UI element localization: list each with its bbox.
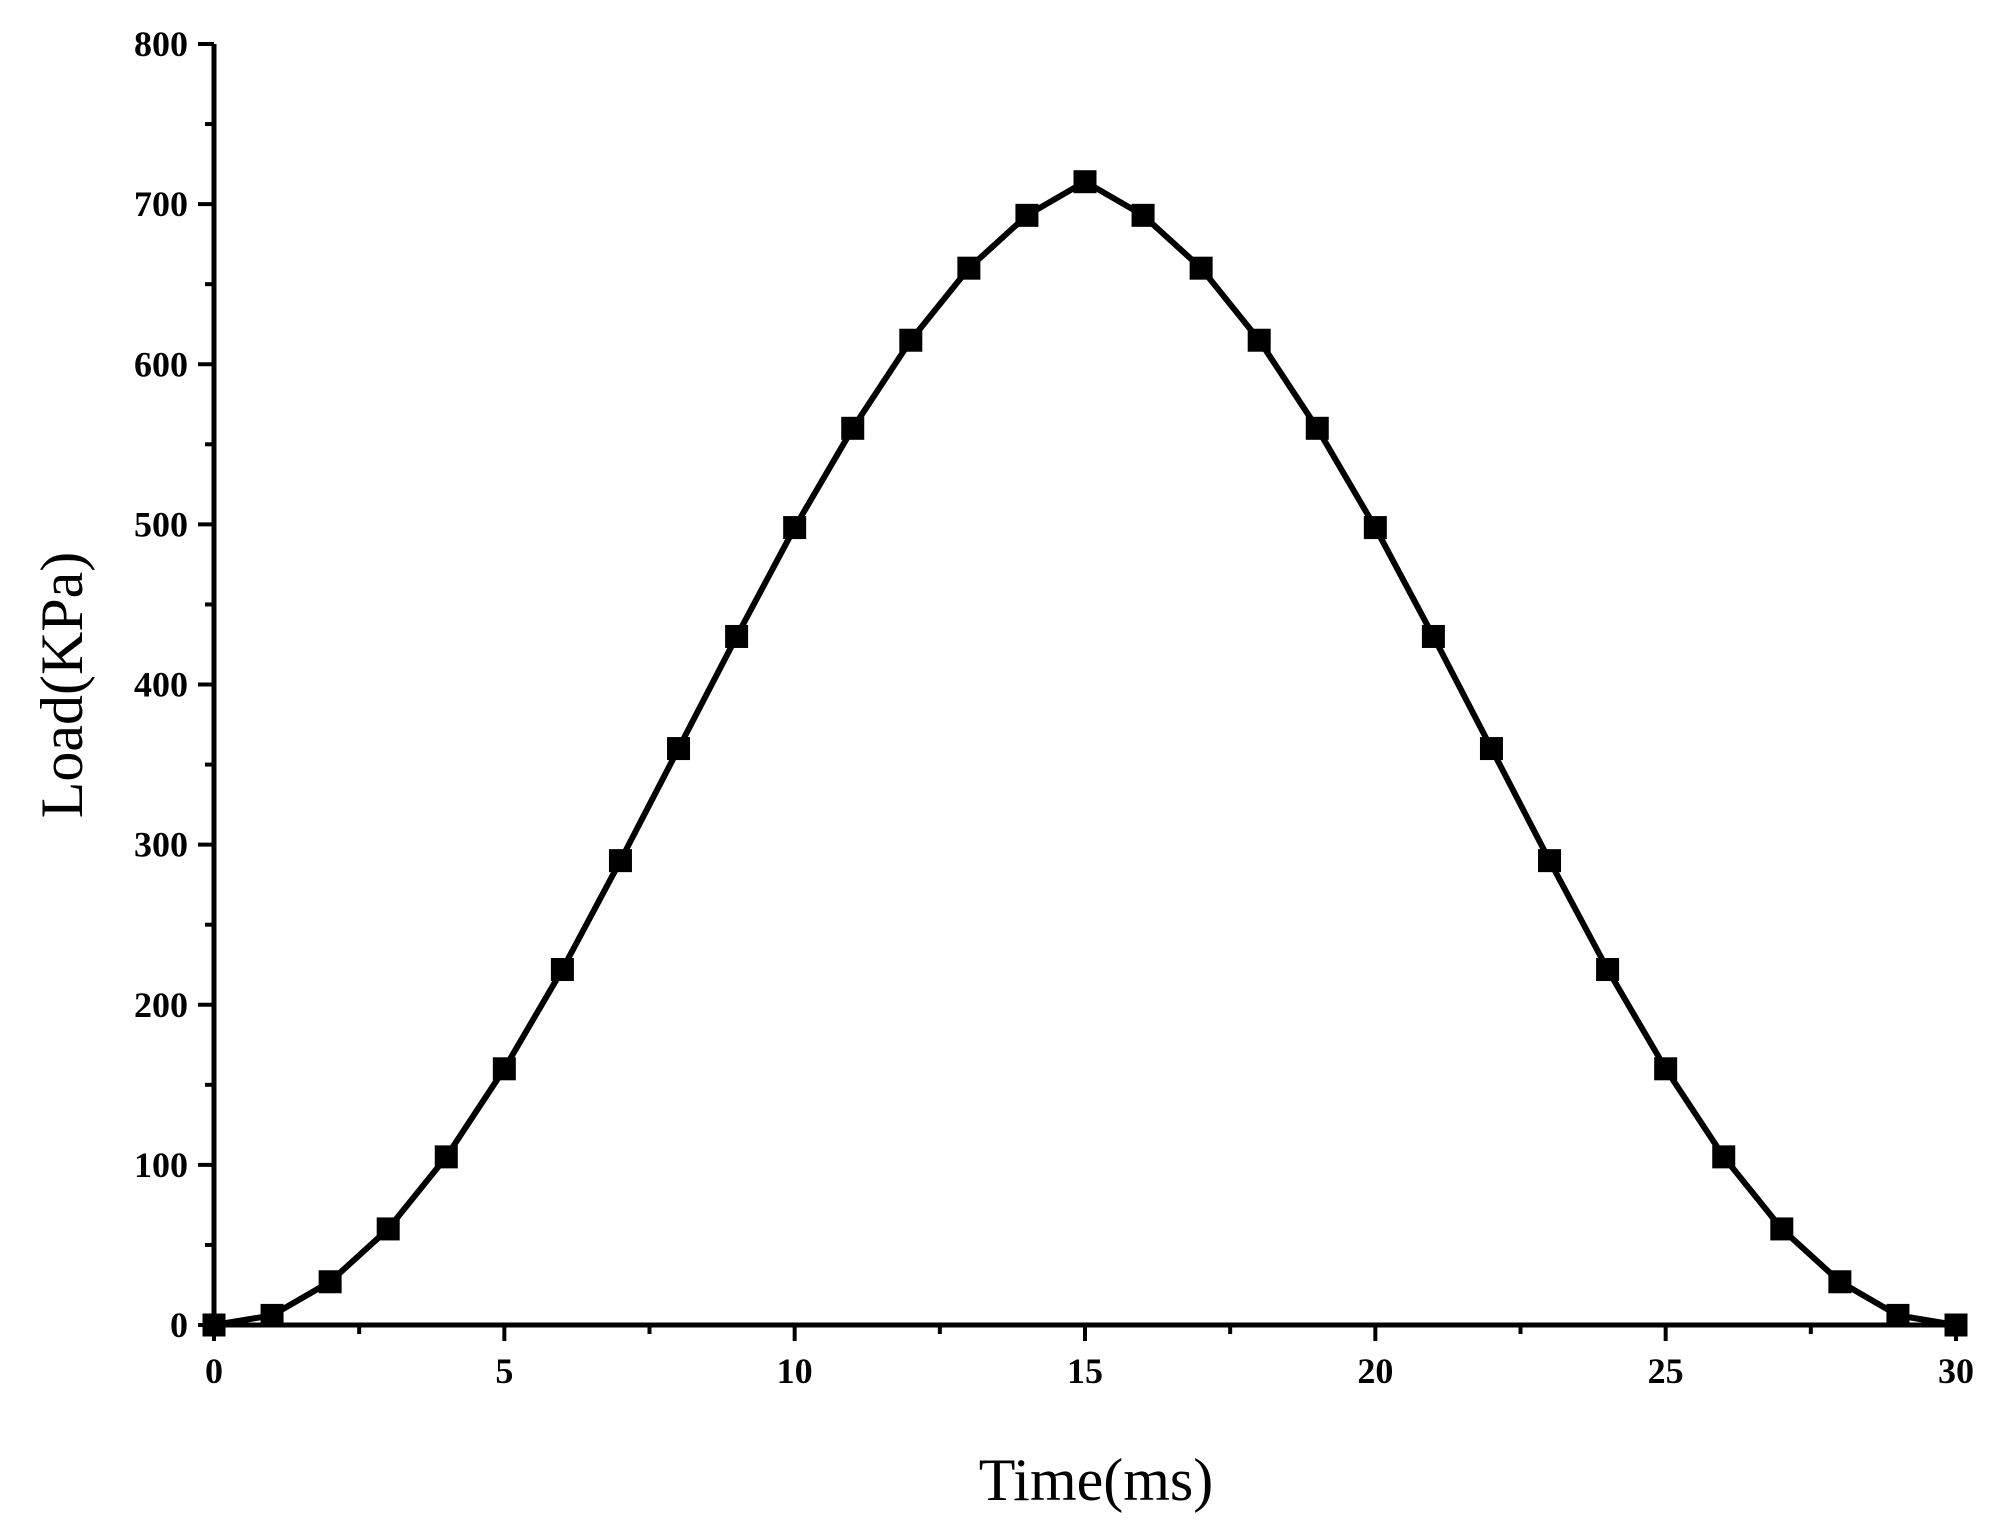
y-tick-label: 100 <box>134 1145 188 1185</box>
data-point-marker <box>1712 1145 1736 1169</box>
data-point-marker <box>608 849 632 873</box>
data-point-marker <box>434 1145 458 1169</box>
data-point-marker <box>1828 1270 1852 1294</box>
data-point-marker <box>783 516 807 540</box>
data-point-marker <box>1421 624 1445 648</box>
y-tick-label: 200 <box>134 985 188 1025</box>
y-tick-label: 400 <box>134 665 188 705</box>
y-tick-label: 600 <box>134 344 188 384</box>
y-axis-title: Load(KPa) <box>29 552 95 819</box>
y-tick-label: 500 <box>134 504 188 544</box>
data-point-marker <box>550 958 574 982</box>
data-point-marker <box>492 1057 516 1081</box>
data-point-marker <box>1654 1057 1678 1081</box>
data-point-marker <box>376 1217 400 1241</box>
data-point-marker <box>1015 203 1039 227</box>
data-point-marker <box>1073 170 1097 194</box>
data-point-marker <box>1131 203 1155 227</box>
data-point-marker <box>1479 737 1503 761</box>
x-tick-label: 15 <box>1067 1351 1103 1391</box>
data-point-marker <box>1305 416 1329 440</box>
y-tick-label: 700 <box>134 184 188 224</box>
data-point-marker <box>1538 849 1562 873</box>
data-point-marker <box>1886 1303 1910 1327</box>
data-point-marker <box>1363 516 1387 540</box>
data-point-marker <box>1247 328 1271 352</box>
x-tick-label: 30 <box>1938 1351 1974 1391</box>
data-point-marker <box>667 737 691 761</box>
y-tick-label: 0 <box>170 1305 188 1345</box>
data-point-marker <box>957 256 981 280</box>
x-axis-title: Time(ms) <box>979 1447 1214 1513</box>
data-point-marker <box>260 1303 284 1327</box>
y-tick-label: 800 <box>134 24 188 64</box>
x-tick-label: 10 <box>777 1351 813 1391</box>
x-tick-label: 5 <box>495 1351 513 1391</box>
series-line <box>211 178 1959 1328</box>
data-point-marker <box>1770 1217 1794 1241</box>
data-point-marker <box>899 328 923 352</box>
y-tick-label: 300 <box>134 825 188 865</box>
plot-area <box>202 170 1968 1337</box>
data-point-marker <box>1189 256 1213 280</box>
data-point-marker <box>725 624 749 648</box>
x-tick-label: 20 <box>1357 1351 1393 1391</box>
data-point-marker <box>841 416 865 440</box>
x-tick-label: 0 <box>205 1351 223 1391</box>
data-point-marker <box>1596 958 1620 982</box>
x-tick-label: 25 <box>1648 1351 1684 1391</box>
data-point-marker <box>318 1270 342 1294</box>
